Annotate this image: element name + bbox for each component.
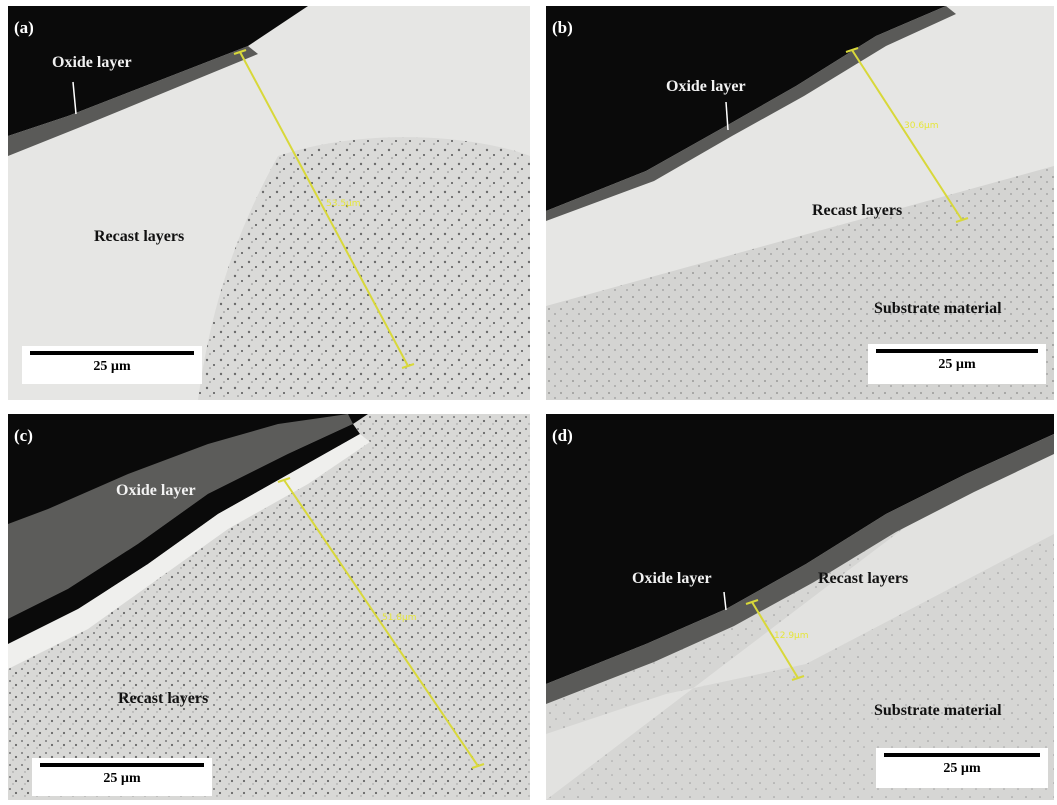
- sem-micrograph-d: 12.9µm: [546, 414, 1054, 800]
- sem-panel-c: 51.8µm (c) Oxide layer Recast layers 25 …: [8, 414, 530, 800]
- sem-panel-a: 53.5µm (a) Oxide layer Recast layers 25 …: [8, 6, 530, 400]
- label-recast-layers-d: Recast layers: [818, 570, 909, 587]
- scale-bar-label-b: 25 µm: [938, 357, 976, 372]
- measure-line-b: [851, 49, 963, 221]
- scale-bar-line-a: [30, 351, 194, 355]
- scale-bar-c: 25 µm: [32, 758, 212, 796]
- label-substrate-material-d: Substrate material: [874, 702, 1002, 719]
- label-oxide-layer-b: Oxide layer: [666, 78, 746, 95]
- measure-text-b: 30.6µm: [904, 121, 939, 131]
- sem-micrograph-b: 30.6µm: [546, 6, 1054, 400]
- panel-tag-d: (d): [552, 426, 573, 445]
- scale-bar-line-d: [884, 753, 1040, 757]
- scale-bar-label-c: 25 µm: [103, 771, 141, 786]
- measure-text-c: 51.8µm: [382, 613, 417, 623]
- scale-bar-b: 25 µm: [868, 344, 1046, 384]
- label-recast-layers-b: Recast layers: [812, 202, 903, 219]
- measure-text-a: 53.5µm: [326, 199, 361, 209]
- sem-panel-d: 12.9µm (d) Oxide layer Recast layers Sub…: [546, 414, 1054, 800]
- label-recast-layers-a: Recast layers: [94, 228, 185, 245]
- sem-micrograph-c: 51.8µm: [8, 414, 530, 800]
- label-substrate-material-b: Substrate material: [874, 300, 1002, 317]
- sem-panel-b: 30.6µm (b) Oxide layer Recast layers Sub…: [546, 6, 1054, 400]
- measure-line-d: [751, 601, 799, 679]
- scale-bar-line-b: [876, 349, 1038, 353]
- sem-micrograph-a: 53.5µm: [8, 6, 530, 400]
- label-oxide-layer-a: Oxide layer: [52, 54, 132, 71]
- scale-bar-label-a: 25 µm: [93, 359, 131, 374]
- measure-text-d: 12.9µm: [774, 631, 809, 641]
- panel-tag-a: (a): [14, 18, 34, 37]
- label-recast-layers-c: Recast layers: [118, 690, 209, 707]
- measure-line-a: [239, 51, 409, 367]
- label-oxide-layer-d: Oxide layer: [632, 570, 712, 587]
- scale-bar-line-c: [40, 763, 204, 767]
- panel-tag-c: (c): [14, 426, 33, 445]
- panel-tag-b: (b): [552, 18, 573, 37]
- scale-bar-label-d: 25 µm: [943, 761, 981, 776]
- scale-bar-d: 25 µm: [876, 748, 1048, 788]
- label-oxide-layer-c: Oxide layer: [116, 482, 196, 499]
- measure-line-c: [283, 479, 479, 767]
- scale-bar-a: 25 µm: [22, 346, 202, 384]
